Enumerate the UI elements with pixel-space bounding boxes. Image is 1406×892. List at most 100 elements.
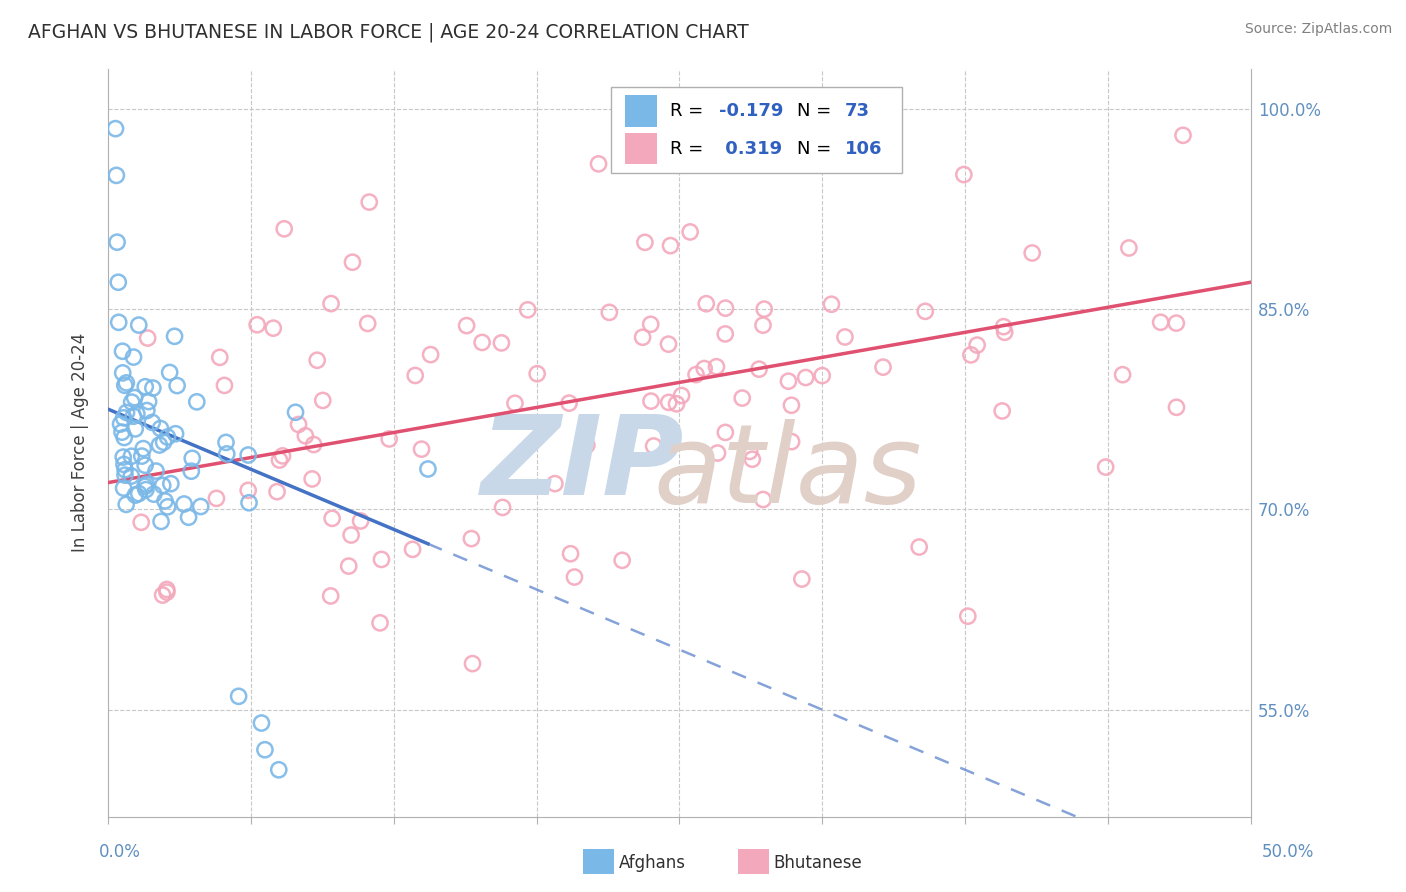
Point <box>526 367 548 381</box>
Point <box>271 449 294 463</box>
Point <box>657 337 679 351</box>
Point <box>294 429 316 443</box>
Point <box>370 552 392 566</box>
Point <box>953 168 976 182</box>
Text: 50.0%: 50.0% <box>1263 843 1315 861</box>
Point <box>319 296 342 310</box>
Point <box>112 430 135 444</box>
Point <box>124 422 146 436</box>
Point <box>114 468 136 483</box>
Point <box>461 657 484 671</box>
Point <box>250 716 273 731</box>
Point <box>1094 460 1116 475</box>
Text: N =: N = <box>797 103 837 120</box>
Point <box>238 448 260 462</box>
Text: R =: R = <box>671 103 709 120</box>
Point <box>337 559 360 574</box>
Point <box>640 318 662 332</box>
Point <box>994 326 1017 340</box>
Point <box>401 542 423 557</box>
Text: 106: 106 <box>845 139 883 158</box>
Point <box>908 540 931 554</box>
Point <box>114 378 136 392</box>
Point <box>135 483 157 497</box>
Point <box>122 350 145 364</box>
Point <box>134 479 156 493</box>
Point <box>748 362 770 376</box>
Point <box>141 416 163 430</box>
Point <box>166 378 188 392</box>
Point <box>634 235 657 250</box>
Point <box>752 318 775 333</box>
Point <box>778 374 800 388</box>
Point <box>693 361 716 376</box>
Point <box>266 484 288 499</box>
Point <box>811 368 834 383</box>
Point <box>115 376 138 390</box>
Y-axis label: In Labor Force | Age 20-24: In Labor Force | Age 20-24 <box>72 333 89 552</box>
Point <box>111 344 134 359</box>
Point <box>503 396 526 410</box>
Point <box>685 368 707 382</box>
Point <box>598 305 620 319</box>
Point <box>128 318 150 332</box>
Point <box>516 302 538 317</box>
Point <box>544 476 567 491</box>
Point <box>349 514 371 528</box>
Text: -0.179: -0.179 <box>720 103 783 120</box>
Point <box>148 438 170 452</box>
Point <box>163 329 186 343</box>
Point <box>659 238 682 252</box>
Point <box>125 407 148 421</box>
Point <box>152 478 174 492</box>
Point <box>107 315 129 329</box>
Text: 0.319: 0.319 <box>720 139 783 158</box>
Point <box>120 450 142 464</box>
Point <box>111 366 134 380</box>
Point <box>112 450 135 464</box>
Text: AFGHAN VS BHUTANESE IN LABOR FORCE | AGE 20-24 CORRELATION CHART: AFGHAN VS BHUTANESE IN LABOR FORCE | AGE… <box>28 22 749 42</box>
Point <box>679 225 702 239</box>
Point <box>135 477 157 491</box>
Point <box>107 275 129 289</box>
Point <box>124 391 146 405</box>
Point <box>956 609 979 624</box>
Point <box>312 393 335 408</box>
Point <box>149 421 172 435</box>
Point <box>456 318 478 333</box>
Text: 73: 73 <box>845 103 870 120</box>
Point <box>357 317 380 331</box>
Point <box>181 451 204 466</box>
Point <box>124 488 146 502</box>
Text: Afghans: Afghans <box>619 854 686 871</box>
Point <box>228 690 250 704</box>
Point <box>993 319 1015 334</box>
Point <box>153 494 176 508</box>
Point <box>273 222 295 236</box>
Point <box>208 351 231 365</box>
Point <box>105 235 128 249</box>
Point <box>491 500 513 515</box>
Point <box>416 462 439 476</box>
Point <box>1166 316 1188 330</box>
Point <box>752 492 775 507</box>
Point <box>135 403 157 417</box>
Point <box>564 570 586 584</box>
Point <box>150 515 173 529</box>
Point <box>665 397 688 411</box>
Point <box>1166 401 1188 415</box>
Point <box>156 430 179 444</box>
Point <box>110 417 132 431</box>
Point <box>714 301 737 315</box>
Point <box>267 763 290 777</box>
Point <box>754 302 776 317</box>
Point <box>160 476 183 491</box>
Point <box>129 516 152 530</box>
Point <box>1111 368 1133 382</box>
Point <box>419 348 441 362</box>
Point <box>914 304 936 318</box>
Point <box>695 296 717 310</box>
Point <box>368 615 391 630</box>
Point <box>1118 241 1140 255</box>
Point <box>640 394 662 409</box>
